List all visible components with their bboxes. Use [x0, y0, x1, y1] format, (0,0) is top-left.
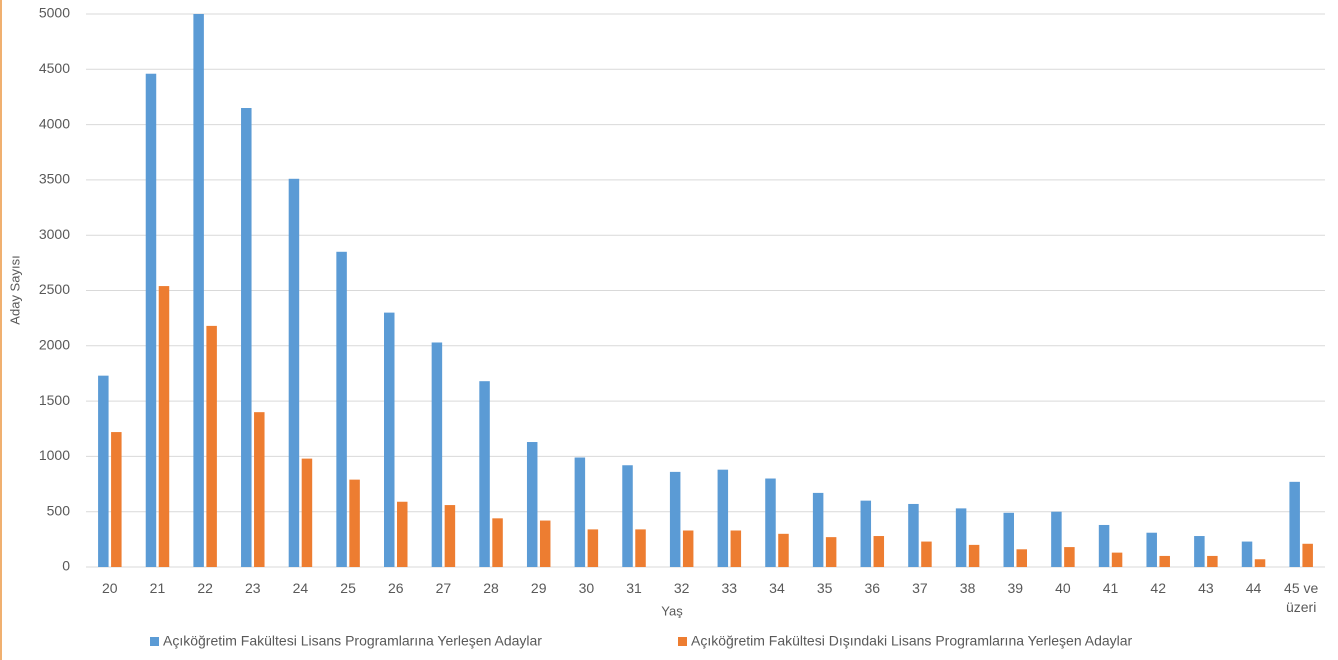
x-tick-label: 26 — [387, 580, 404, 596]
legend-label: Açıköğretim Fakültesi Lisans Programları… — [163, 633, 542, 649]
y-tick-label: 5000 — [39, 5, 70, 21]
bar — [1207, 555, 1218, 567]
bar — [193, 14, 204, 567]
bar — [1016, 549, 1027, 567]
bar — [669, 471, 681, 567]
y-tick-label: 1500 — [39, 392, 70, 408]
x-tick-label: 21 — [149, 580, 166, 596]
bar — [1302, 543, 1313, 567]
bar — [825, 537, 837, 567]
bar — [635, 529, 646, 567]
bar — [622, 465, 633, 567]
legend-label: Açıköğretim Fakültesi Dışındaki Lisans P… — [691, 633, 1133, 649]
bar — [765, 478, 776, 567]
x-tick-label: 23 — [244, 580, 261, 596]
bar — [1241, 541, 1253, 567]
bar — [384, 312, 395, 567]
x-tick-label: 36 — [864, 580, 881, 596]
bar — [1289, 481, 1300, 567]
bar — [301, 458, 313, 567]
x-tick-label: 42 — [1150, 580, 1166, 596]
bar — [158, 286, 170, 567]
x-tick-label: 22 — [197, 580, 213, 596]
bar — [682, 530, 694, 567]
y-tick-label: 500 — [47, 502, 71, 518]
x-tick-label: 37 — [912, 580, 928, 596]
bar — [1111, 552, 1123, 567]
bar — [145, 73, 157, 567]
legend-swatch — [678, 637, 687, 646]
bar — [254, 412, 265, 567]
x-tick-label: 43 — [1198, 580, 1214, 596]
bar — [206, 325, 217, 567]
bar — [1159, 555, 1170, 567]
x-tick-label: 33 — [721, 580, 738, 596]
bar — [397, 501, 408, 567]
bar — [1098, 524, 1110, 567]
y-tick-label: 2500 — [39, 281, 70, 297]
bar — [812, 492, 824, 567]
bar — [730, 530, 742, 567]
y-tick-label: 2000 — [39, 337, 70, 353]
bar — [587, 529, 599, 567]
x-tick-label: 35 — [816, 580, 833, 596]
bar — [539, 520, 551, 567]
x-tick-label: 24 — [292, 580, 309, 596]
x-tick-label: 40 — [1055, 580, 1071, 596]
bar — [98, 375, 109, 567]
bar — [288, 178, 300, 567]
bar — [778, 533, 789, 567]
x-tick-label: 20 — [102, 580, 118, 596]
bar — [444, 505, 456, 567]
y-tick-label: 3000 — [39, 226, 70, 242]
x-tick-label: 38 — [959, 580, 976, 596]
y-tick-label: 3500 — [39, 171, 70, 187]
x-axis-label: Yaş — [661, 603, 683, 618]
x-tick-label: 27 — [435, 580, 452, 596]
x-tick-label: 29 — [530, 580, 547, 596]
x-tick-label: 28 — [483, 580, 499, 596]
bar — [1064, 547, 1075, 567]
x-tick-label: 45 ve üzeri — [1284, 580, 1319, 615]
y-tick-label: 4000 — [39, 115, 70, 131]
bar — [717, 469, 729, 567]
bar — [111, 432, 122, 567]
x-tick-label: 41 — [1102, 580, 1119, 596]
bar — [241, 108, 252, 567]
bar — [968, 544, 980, 567]
bar — [479, 381, 490, 567]
y-tick-label: 0 — [62, 558, 70, 574]
bar — [1194, 536, 1205, 567]
bar — [492, 518, 503, 567]
y-axis-label: Aday Sayısı — [7, 255, 22, 324]
x-tick-label: 30 — [578, 580, 595, 596]
bar — [908, 503, 919, 567]
bar — [1146, 532, 1157, 567]
bar — [955, 508, 967, 567]
bar — [336, 251, 347, 568]
bar — [873, 536, 885, 567]
legend-swatch — [150, 637, 159, 646]
x-tick-label: 32 — [673, 580, 690, 596]
bar — [1254, 559, 1266, 567]
y-tick-label: 1000 — [39, 447, 70, 463]
y-tick-label: 4500 — [39, 60, 70, 76]
x-tick-label: 31 — [626, 580, 642, 596]
bar — [526, 442, 538, 567]
bar — [431, 342, 443, 567]
bar — [1051, 511, 1062, 567]
bar — [1003, 512, 1014, 567]
x-tick-label: 34 — [769, 580, 785, 596]
bar — [574, 457, 586, 567]
bar — [921, 541, 932, 567]
bar — [349, 479, 360, 567]
bar — [860, 500, 872, 567]
x-tick-label: 39 — [1007, 580, 1024, 596]
x-tick-label: 44 — [1245, 580, 1262, 596]
x-tick-label: 25 — [340, 580, 356, 596]
